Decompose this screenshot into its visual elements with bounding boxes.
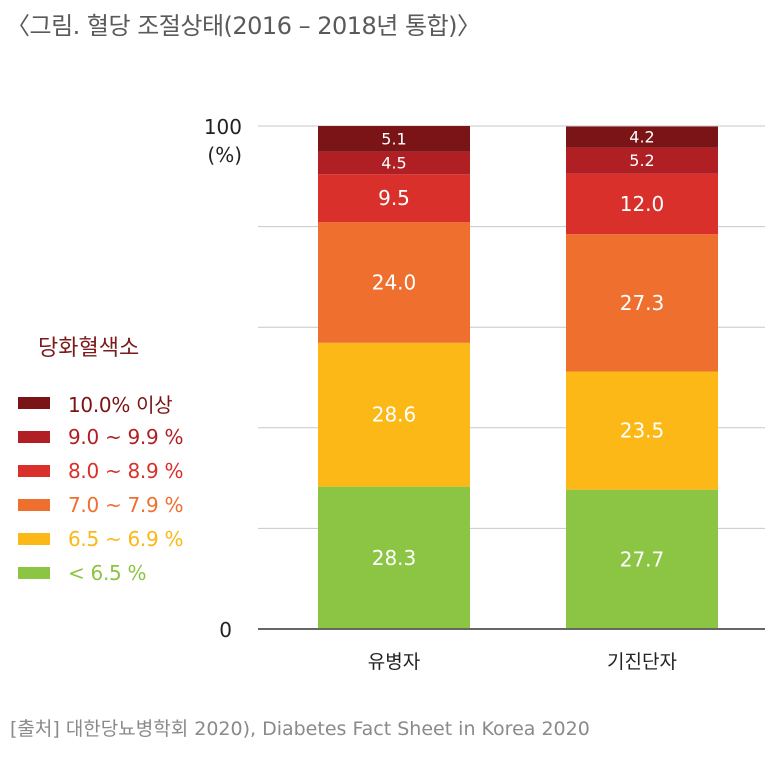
legend-label: 9.0 ~ 9.9 % — [68, 425, 184, 449]
legend-title: 당화혈색소 — [38, 336, 140, 361]
bar-segment — [566, 371, 718, 490]
bar-segment — [318, 342, 470, 487]
data-label: 23.5 — [620, 419, 665, 443]
legend-item: 8.0 ~ 8.9 % — [18, 454, 183, 488]
data-label: 9.5 — [378, 186, 410, 210]
legend-item: 10.0% 이상 — [18, 386, 183, 420]
bar-segment — [318, 174, 470, 223]
data-label: 12.0 — [620, 192, 665, 216]
data-label: 5.2 — [629, 151, 654, 170]
bar-segment — [318, 151, 470, 175]
y-tick-label: 100 — [204, 115, 242, 139]
legend-label: 10.0% 이상 — [68, 392, 173, 417]
y-axis-unit: (%) — [207, 143, 242, 167]
bar-segment — [318, 222, 470, 343]
legend-label: < 6.5 % — [68, 561, 147, 585]
legend-label: 6.5 ~ 6.9 % — [68, 527, 184, 551]
legend-swatch — [18, 465, 50, 477]
data-label: 4.2 — [629, 128, 654, 147]
data-label: 5.1 — [381, 129, 406, 148]
legend-item: 9.0 ~ 9.9 % — [18, 420, 183, 454]
bar-segment — [566, 126, 718, 148]
bar-segment — [566, 489, 718, 629]
legend-item: 6.5 ~ 6.9 % — [18, 522, 183, 556]
data-label: 4.5 — [381, 153, 406, 172]
legend-swatch — [18, 499, 50, 511]
data-label: 28.3 — [372, 546, 417, 570]
legend-swatch — [18, 397, 50, 409]
x-tick-label: 기진단자 — [607, 651, 677, 673]
data-label: 27.7 — [620, 547, 665, 571]
x-tick-label: 유병자 — [368, 651, 420, 673]
y-tick-label: 0 — [219, 618, 232, 642]
legend-swatch — [18, 533, 50, 545]
bar-segment — [318, 486, 470, 629]
legend-swatch — [18, 567, 50, 579]
legend-label: 7.0 ~ 7.9 % — [68, 493, 184, 517]
legend-label: 8.0 ~ 8.9 % — [68, 459, 184, 483]
data-label: 27.3 — [620, 291, 665, 315]
bar-segment — [566, 147, 718, 174]
legend-item: 7.0 ~ 7.9 % — [18, 488, 183, 522]
chart-title: 〈그림. 혈당 조절상태(2016 – 2018년 통합)〉 — [6, 12, 481, 40]
data-label: 28.6 — [372, 403, 417, 427]
bar-segment — [318, 126, 470, 152]
legend-swatch — [18, 431, 50, 443]
source-note: [출처] 대한당뇨병학회 2020), Diabetes Fact Sheet … — [10, 718, 590, 740]
legend-item: < 6.5 % — [18, 556, 183, 590]
bar-segment — [566, 173, 718, 235]
data-label: 24.0 — [372, 270, 417, 294]
legend: 10.0% 이상 9.0 ~ 9.9 % 8.0 ~ 8.9 % 7.0 ~ 7… — [18, 386, 183, 590]
bar-segment — [566, 234, 718, 372]
